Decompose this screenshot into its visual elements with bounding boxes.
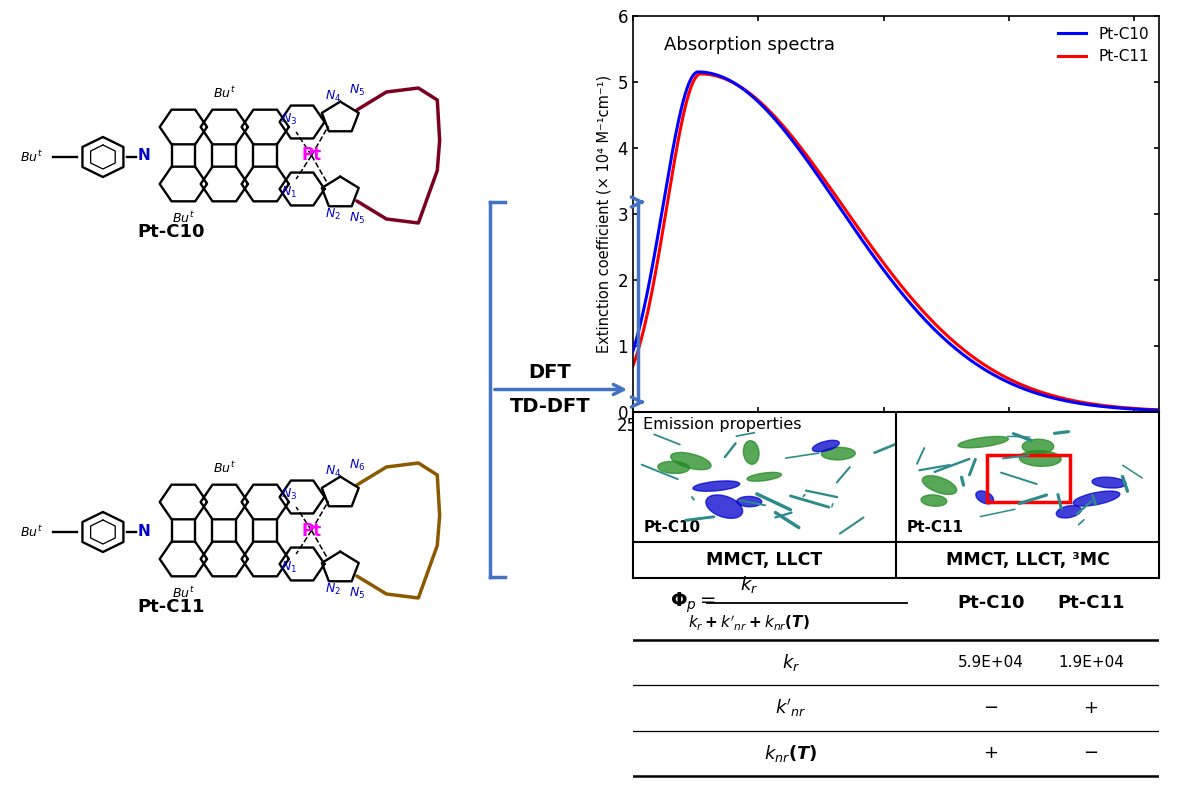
Ellipse shape: [1073, 491, 1120, 506]
Text: $\boldsymbol{k_r}$: $\boldsymbol{k_r}$: [739, 574, 758, 595]
Ellipse shape: [821, 447, 855, 460]
Text: $N_3$: $N_3$: [282, 112, 297, 127]
Text: Pt: Pt: [302, 147, 322, 165]
Text: Pt-C11: Pt-C11: [906, 520, 964, 535]
Ellipse shape: [1022, 440, 1054, 454]
Text: Pt-C11: Pt-C11: [137, 598, 206, 616]
Text: −: −: [1084, 744, 1099, 762]
Text: Pt: Pt: [302, 521, 322, 539]
Text: 5.9E+04: 5.9E+04: [958, 655, 1023, 670]
Text: $Bu^t$: $Bu^t$: [213, 460, 235, 476]
Ellipse shape: [743, 440, 759, 464]
Text: $N_5$: $N_5$: [349, 211, 364, 226]
Ellipse shape: [693, 481, 739, 491]
Text: $N_3$: $N_3$: [282, 486, 297, 501]
Text: $N_1$: $N_1$: [282, 185, 297, 200]
Ellipse shape: [746, 472, 782, 482]
Ellipse shape: [1020, 451, 1061, 466]
Bar: [988, 455, 1069, 502]
Ellipse shape: [706, 495, 743, 518]
Text: +: +: [1084, 699, 1098, 717]
Text: $N_5$: $N_5$: [349, 83, 364, 98]
Text: N: N: [137, 524, 150, 539]
Text: MMCT, LLCT: MMCT, LLCT: [706, 551, 822, 569]
Text: $N_5$: $N_5$: [349, 586, 364, 601]
Text: $\boldsymbol{k_r}$: $\boldsymbol{k_r}$: [782, 652, 800, 673]
Y-axis label: Extinction coefficient (× 10⁴ M⁻¹cm⁻¹): Extinction coefficient (× 10⁴ M⁻¹cm⁻¹): [597, 74, 612, 353]
Text: Absorption spectra: Absorption spectra: [665, 36, 835, 54]
Text: $N_4$: $N_4$: [325, 464, 342, 479]
Ellipse shape: [923, 476, 957, 494]
Text: $N_2$: $N_2$: [325, 207, 341, 222]
Text: $\boldsymbol{\it\Phi}_p=$: $\boldsymbol{\it\Phi}_p=$: [670, 591, 716, 615]
Text: MMCT, LLCT, ³MC: MMCT, LLCT, ³MC: [945, 551, 1110, 569]
Text: Pt-C10: Pt-C10: [137, 223, 206, 241]
X-axis label: Wavelength(nm): Wavelength(nm): [812, 440, 981, 459]
Text: −: −: [983, 699, 998, 717]
Text: Pt-C11: Pt-C11: [1058, 594, 1125, 612]
Text: $\boldsymbol{k_r + k'_{nr} + k_{nr}(T)}$: $\boldsymbol{k_r + k'_{nr} + k_{nr}(T)}$: [687, 614, 809, 633]
Ellipse shape: [1092, 477, 1126, 488]
Text: $\boldsymbol{k_{nr}(T)}$: $\boldsymbol{k_{nr}(T)}$: [764, 743, 817, 763]
Text: N: N: [137, 148, 150, 163]
Ellipse shape: [976, 491, 994, 504]
Text: TD-DFT: TD-DFT: [510, 398, 590, 417]
Text: $Bu^t$: $Bu^t$: [20, 149, 43, 165]
Legend: Pt-C10, Pt-C11: Pt-C10, Pt-C11: [1052, 21, 1155, 70]
Ellipse shape: [671, 452, 711, 470]
Ellipse shape: [813, 440, 839, 451]
Text: Pt-C10: Pt-C10: [957, 594, 1024, 612]
Text: $N_4$: $N_4$: [325, 89, 342, 104]
Text: $Bu^t$: $Bu^t$: [213, 86, 235, 101]
Text: $Bu^t$: $Bu^t$: [172, 210, 195, 226]
Ellipse shape: [922, 495, 946, 506]
Text: $Bu^t$: $Bu^t$: [172, 585, 195, 600]
Ellipse shape: [1056, 505, 1081, 518]
Text: Pt-C10: Pt-C10: [644, 520, 700, 535]
Text: DFT: DFT: [529, 363, 571, 382]
Ellipse shape: [658, 462, 690, 474]
Text: $N_6$: $N_6$: [349, 458, 366, 473]
Text: +: +: [983, 744, 998, 762]
Text: Emission properties: Emission properties: [644, 417, 802, 432]
Text: $Bu^t$: $Bu^t$: [20, 524, 43, 540]
Ellipse shape: [958, 436, 1008, 447]
Text: $N_1$: $N_1$: [282, 559, 297, 574]
Text: $N_2$: $N_2$: [325, 582, 341, 597]
Text: 1.9E+04: 1.9E+04: [1058, 655, 1124, 670]
Text: $\boldsymbol{k'_{nr}}$: $\boldsymbol{k'_{nr}}$: [775, 697, 807, 719]
Ellipse shape: [737, 497, 762, 507]
